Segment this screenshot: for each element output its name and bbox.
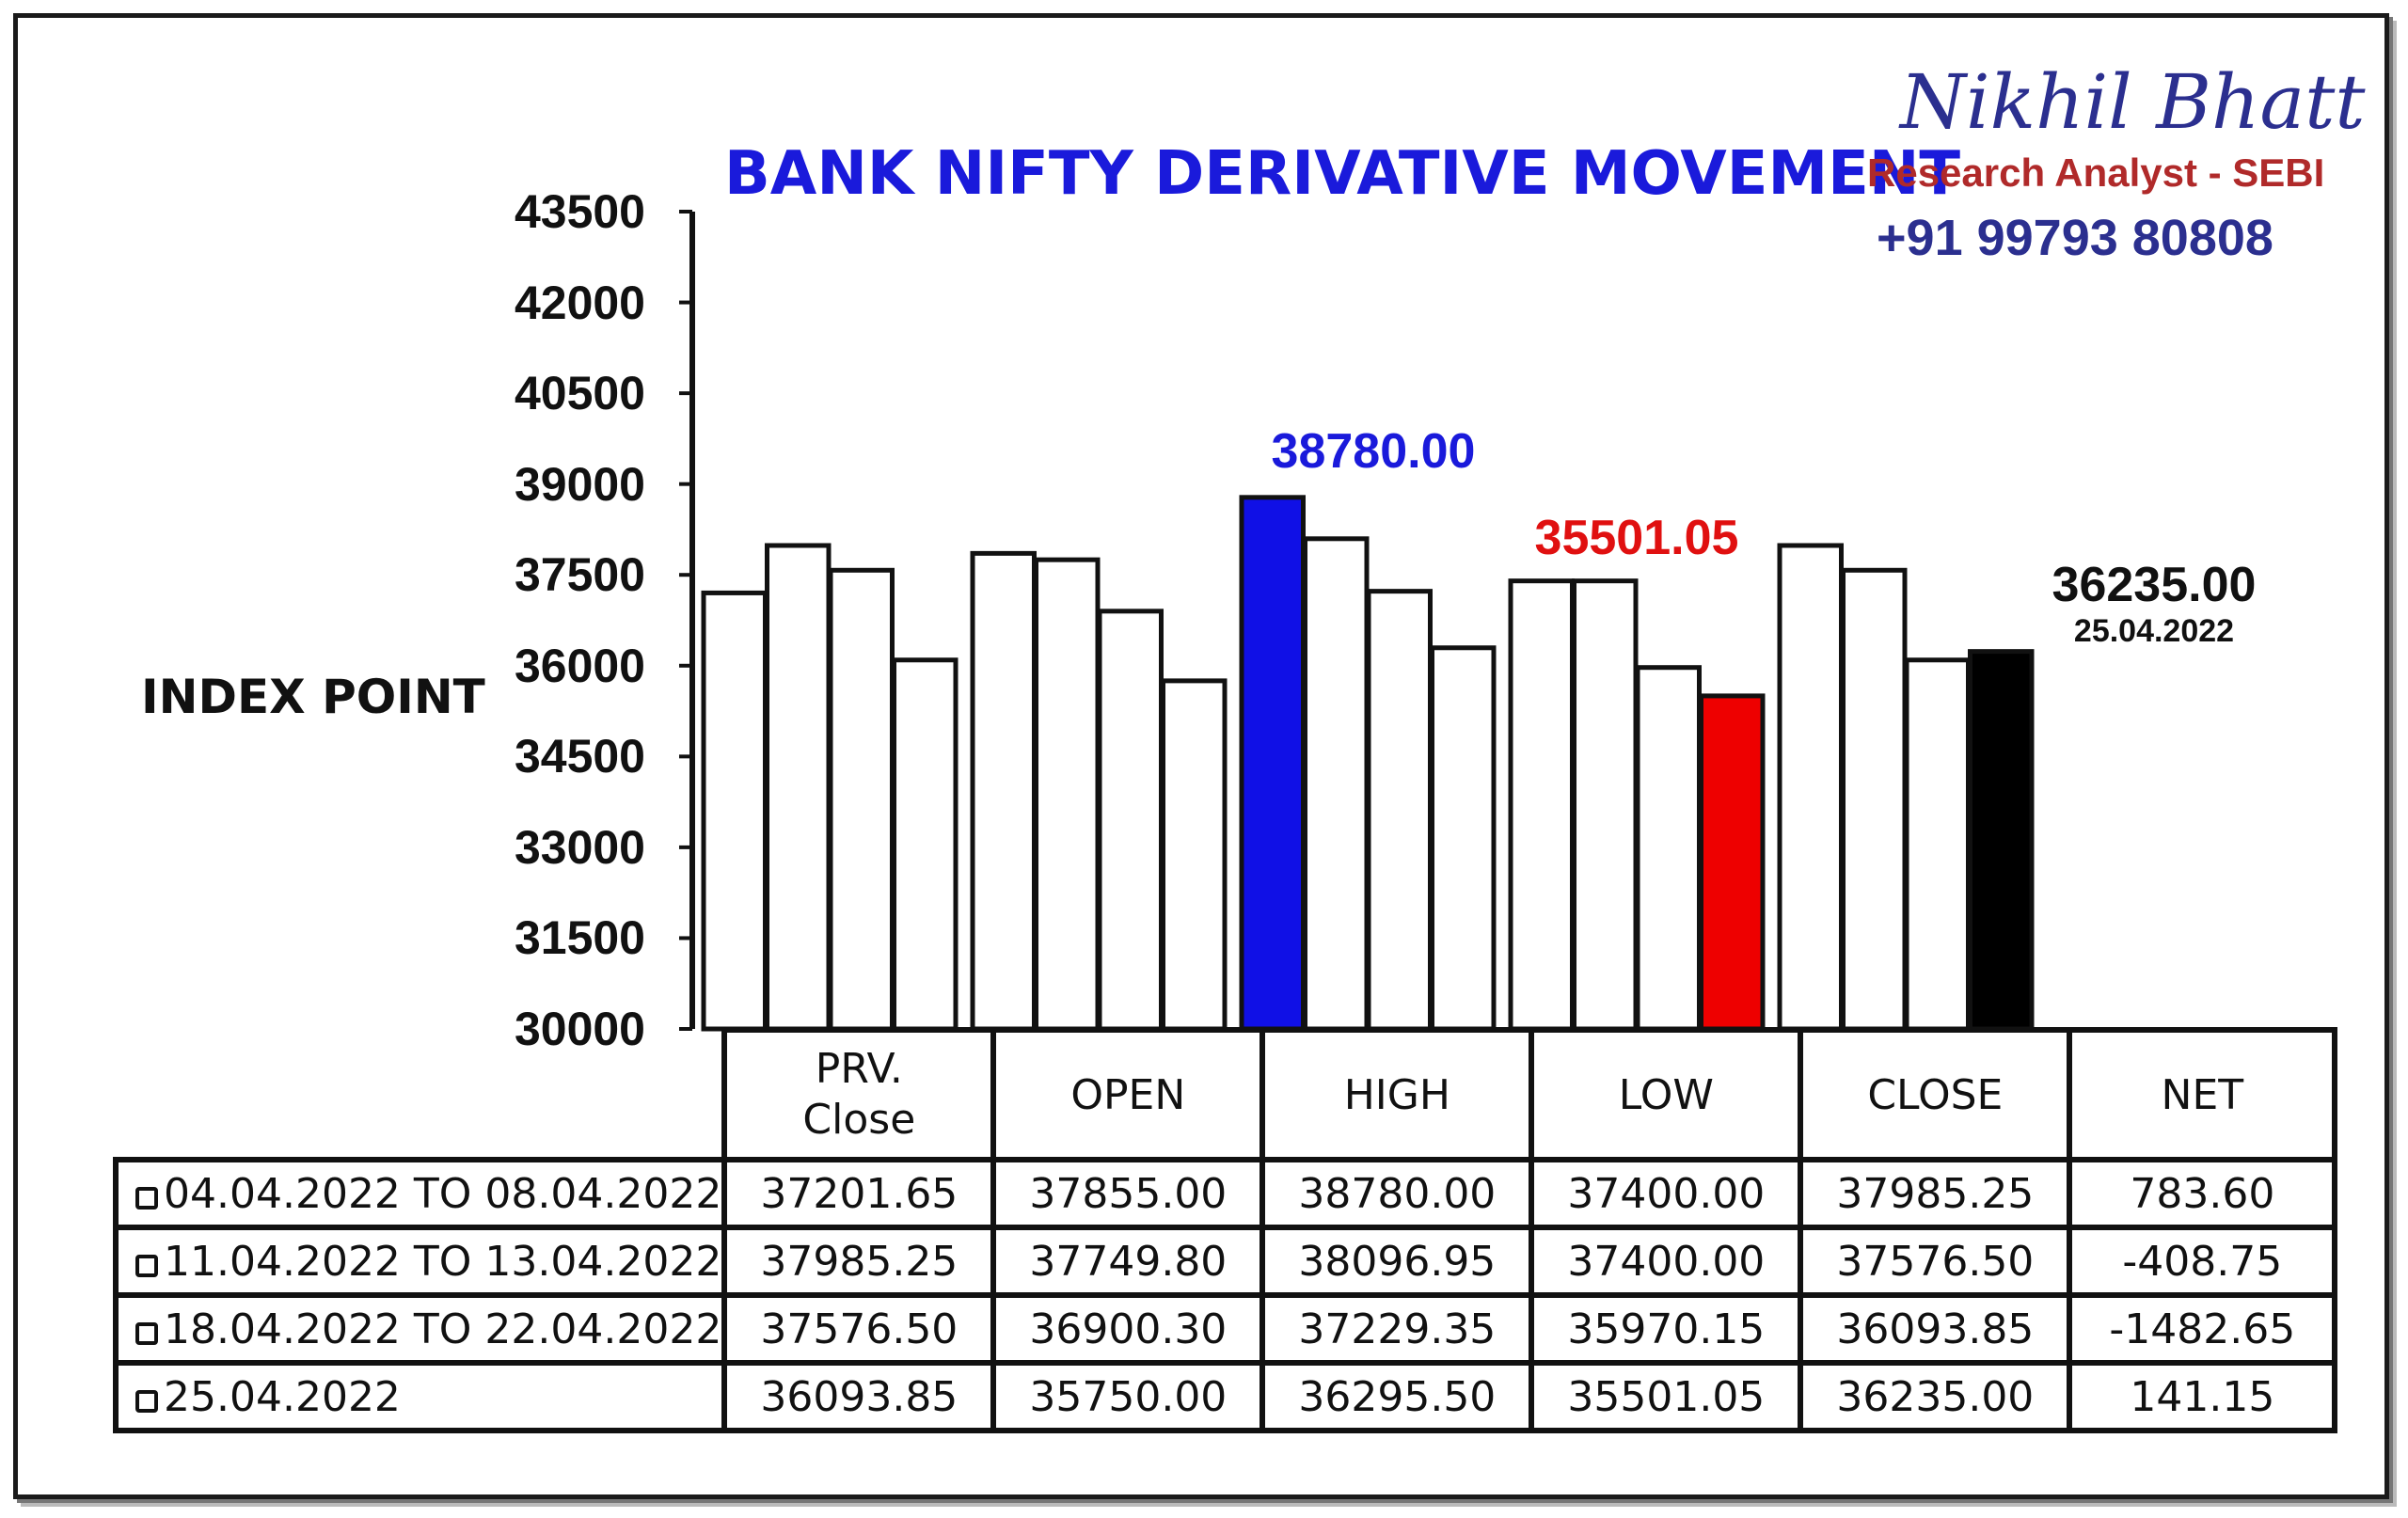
- cell: 36093.85: [721, 1360, 997, 1433]
- bar-close-series-2: [1841, 567, 1908, 1032]
- bar-prv-close-series-3: [828, 567, 895, 1032]
- cell: 37985.25: [721, 1225, 997, 1298]
- cell: 37201.65: [721, 1157, 997, 1230]
- y-tick-label: 43500: [514, 185, 645, 238]
- table-row: 04.04.2022 TO 08.04.2022 37201.65 37855.…: [112, 1157, 2338, 1230]
- cell: 37400.00: [1529, 1157, 1804, 1230]
- header-prv-close: PRV. Close: [721, 1027, 997, 1162]
- bar-low-series-2: [1572, 578, 1639, 1032]
- y-tick-label: 39000: [514, 457, 645, 511]
- header-close: CLOSE: [1798, 1027, 2073, 1162]
- low-value-annotation: 35501.05: [1534, 511, 1739, 565]
- row-label: 04.04.2022 TO 08.04.2022: [112, 1157, 728, 1230]
- bar-low-series-4: [1699, 693, 1766, 1032]
- brand-name: Nikhil Bhatt: [1900, 58, 2366, 146]
- bar-open-series-2: [1034, 557, 1101, 1032]
- row-label-text: 25.04.2022: [164, 1372, 401, 1421]
- bar-close-series-3: [1904, 657, 1971, 1032]
- bar-high-series-1: [1239, 495, 1306, 1032]
- header-high: HIGH: [1259, 1027, 1535, 1162]
- bar-open-series-4: [1161, 678, 1228, 1032]
- y-tick-label: 40500: [514, 367, 645, 420]
- row-label: 18.04.2022 TO 22.04.2022: [112, 1292, 728, 1366]
- header-open: OPEN: [990, 1027, 1266, 1162]
- brand-phone: +91 99793 80808: [1877, 210, 2273, 266]
- cell: -1482.65: [2067, 1292, 2338, 1366]
- row-label: 25.04.2022: [112, 1360, 728, 1433]
- cell: 36235.00: [1798, 1360, 2073, 1433]
- y-axis-label: INDEX POINT: [141, 670, 485, 724]
- cell: 38780.00: [1259, 1157, 1535, 1230]
- table-header-row: PRV. Close OPEN HIGH LOW CLOSE NET: [116, 1027, 2338, 1162]
- cell: 35970.15: [1529, 1292, 1804, 1366]
- bar-high-series-3: [1366, 589, 1433, 1032]
- bar-open-series-1: [970, 550, 1037, 1032]
- bar-low-series-3: [1635, 665, 1702, 1032]
- cell: 141.15: [2067, 1360, 2338, 1433]
- cell: 35501.05: [1529, 1360, 1804, 1433]
- high-value-annotation: 38780.00: [1271, 424, 1476, 479]
- bar-prv-close-series-4: [892, 657, 958, 1032]
- close-date-annotation: 25.04.2022: [2073, 613, 2235, 649]
- chart-frame: [13, 13, 2389, 1499]
- close-value-annotation: 36235.00: [2052, 558, 2257, 612]
- cell: 36900.30: [990, 1292, 1266, 1366]
- cell: 36093.85: [1798, 1292, 2073, 1366]
- y-tick-label: 34500: [514, 730, 645, 783]
- table-corner: [116, 1030, 728, 1162]
- cell: 783.60: [2067, 1157, 2338, 1230]
- cell: 37400.00: [1529, 1225, 1804, 1298]
- row-label-text: 11.04.2022 TO 13.04.2022: [164, 1237, 722, 1286]
- legend-square-icon: [135, 1186, 158, 1210]
- cell: 37576.50: [1798, 1225, 2073, 1298]
- legend-square-icon: [135, 1321, 158, 1345]
- table-row: 11.04.2022 TO 13.04.2022 37985.25 37749.…: [112, 1225, 2338, 1298]
- cell: 35750.00: [990, 1360, 1266, 1433]
- bar-low-series-1: [1508, 578, 1575, 1032]
- header-net: NET: [2067, 1027, 2338, 1162]
- y-tick-label: 31500: [514, 911, 645, 965]
- bar-high-series-2: [1303, 536, 1370, 1032]
- bar-close-series-1: [1777, 543, 1844, 1032]
- cell: 37576.50: [721, 1292, 997, 1366]
- cell: 37855.00: [990, 1157, 1266, 1230]
- y-tick-label: 36000: [514, 639, 645, 692]
- table-row: 25.04.2022 36093.85 35750.00 36295.50 35…: [112, 1360, 2338, 1433]
- brand-role: Research Analyst - SEBI: [1867, 150, 2325, 195]
- chart-title: BANK NIFTY DERIVATIVE MOVEMENT: [724, 139, 1961, 209]
- cell: 38096.95: [1259, 1225, 1535, 1298]
- cell: -408.75: [2067, 1225, 2338, 1298]
- bar-close-series-4: [1968, 649, 2035, 1032]
- bar-prv-close-series-1: [701, 590, 768, 1032]
- bar-open-series-3: [1097, 609, 1164, 1032]
- table-row: 18.04.2022 TO 22.04.2022 37576.50 36900.…: [112, 1292, 2338, 1366]
- data-table: PRV. Close OPEN HIGH LOW CLOSE NET 04.04…: [112, 1027, 2338, 1433]
- y-tick-label: 33000: [514, 820, 645, 874]
- row-label-text: 04.04.2022 TO 08.04.2022: [164, 1169, 722, 1218]
- legend-square-icon: [135, 1389, 158, 1413]
- cell: 37985.25: [1798, 1157, 2073, 1230]
- row-label: 11.04.2022 TO 13.04.2022: [112, 1225, 728, 1298]
- cell: 36295.50: [1259, 1360, 1535, 1433]
- cell: 37229.35: [1259, 1292, 1535, 1366]
- row-label-text: 18.04.2022 TO 22.04.2022: [164, 1305, 722, 1353]
- y-tick-label: 42000: [514, 276, 645, 329]
- y-tick-label: 37500: [514, 548, 645, 602]
- legend-square-icon: [135, 1254, 158, 1277]
- bar-prv-close-series-2: [765, 543, 832, 1032]
- header-low: LOW: [1529, 1027, 1804, 1162]
- cell: 37749.80: [990, 1225, 1266, 1298]
- bar-high-series-4: [1430, 645, 1497, 1032]
